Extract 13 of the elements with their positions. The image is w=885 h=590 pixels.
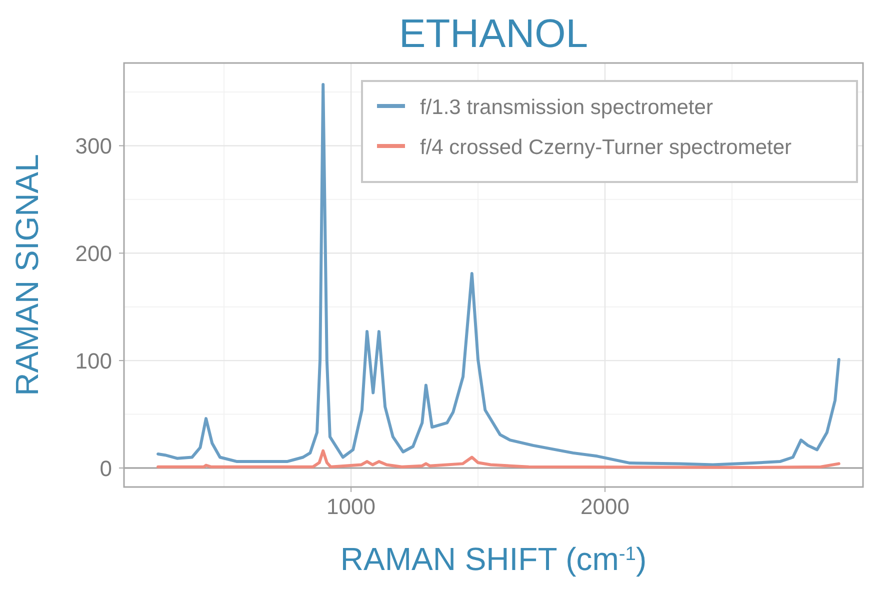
x-tick-label: 1000 [326,494,376,519]
line-series [156,82,840,466]
y-tick-label: 200 [75,241,112,266]
chart-title: ETHANOL [399,12,588,56]
y-tick-label: 100 [75,348,112,374]
x-axis-title: RAMAN SHIFT (cm$^{-1}$) [340,541,647,577]
y-tick-label: 0 [100,456,112,481]
line-series [156,449,840,469]
y-tick-label: 300 [75,134,112,159]
legend-label: f/1.3 transmission spectrometer [420,96,713,119]
legend-label: f/4 crossed Czerny-Turner spectrometer [420,136,792,159]
x-tick-label: 2000 [580,494,630,519]
y-axis-title: RAMAN SIGNAL [9,154,45,396]
